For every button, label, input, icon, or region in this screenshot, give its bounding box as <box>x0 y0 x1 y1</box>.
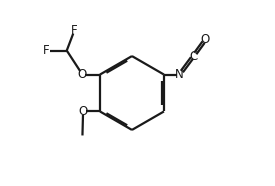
Text: F: F <box>43 44 50 57</box>
Text: N: N <box>175 68 184 81</box>
Text: F: F <box>71 24 78 37</box>
Text: O: O <box>79 105 88 118</box>
Text: O: O <box>201 33 210 46</box>
Text: C: C <box>189 50 198 62</box>
Text: O: O <box>78 68 87 81</box>
